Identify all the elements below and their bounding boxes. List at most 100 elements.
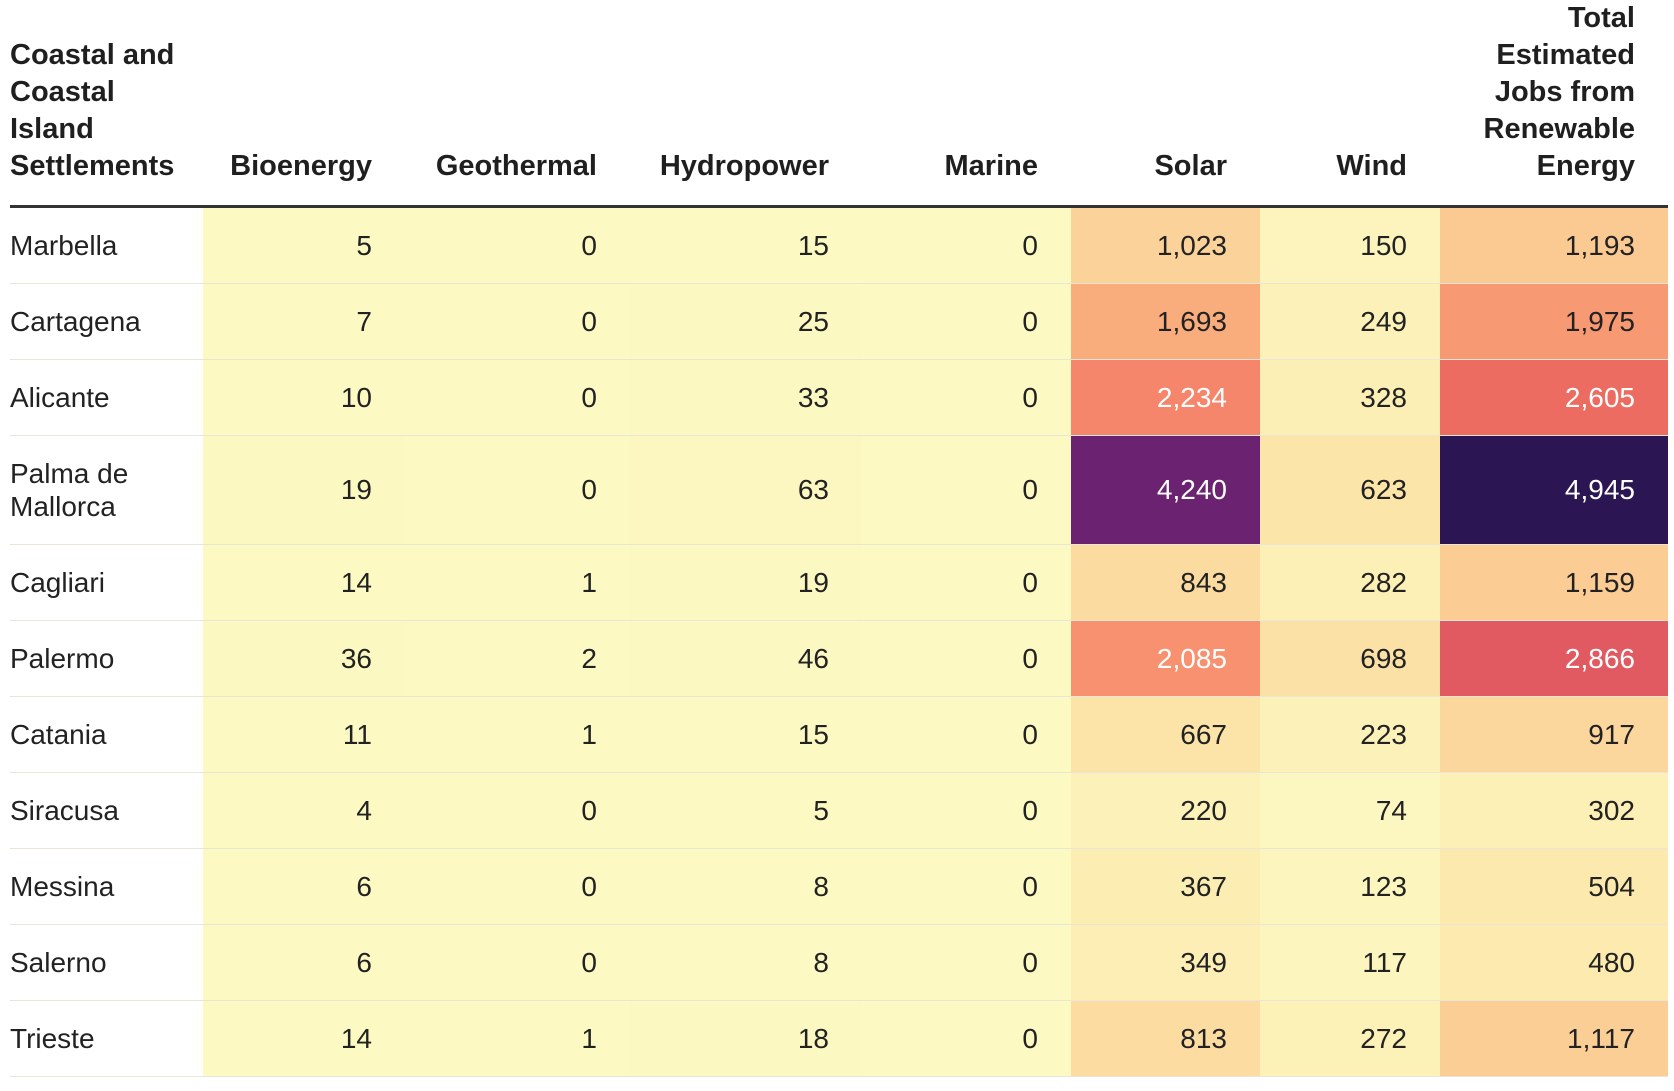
table-row: Marbella 5 0 15 0 1,023 150 1,193 (10, 206, 1668, 284)
heatmap-cell-geothermal: 2 (405, 620, 630, 697)
row-label: Cartagena (10, 283, 203, 360)
heatmap-cell-total: 2,605 (1440, 359, 1668, 436)
heatmap-cell-hydropower: 8 (630, 848, 862, 925)
heatmap-cell-total: 4,945 (1440, 435, 1668, 545)
heatmap-cell-wind: 123 (1260, 848, 1440, 925)
heatmap-cell-wind: 272 (1260, 1000, 1440, 1077)
heatmap-cell-total: 480 (1440, 924, 1668, 1001)
column-header-bioenergy: Bioenergy (203, 0, 405, 208)
heatmap-cell-solar: 220 (1071, 772, 1260, 849)
row-header-label: Coastal and Coastal Island Settlements (10, 0, 203, 208)
column-header-solar: Solar (1071, 0, 1260, 208)
heatmap-cell-bioenergy: 11 (203, 696, 405, 773)
heatmap-cell-wind: 117 (1260, 924, 1440, 1001)
heatmap-cell-marine: 0 (862, 283, 1071, 360)
heatmap-cell-solar: 2,085 (1071, 620, 1260, 697)
column-header-geothermal: Geothermal (405, 0, 630, 208)
row-label: Palermo (10, 620, 203, 697)
heatmap-cell-marine: 0 (862, 696, 1071, 773)
heatmap-cell-hydropower: 25 (630, 283, 862, 360)
heatmap-cell-marine: 0 (862, 1000, 1071, 1077)
heatmap-cell-total: 504 (1440, 848, 1668, 925)
heatmap-cell-hydropower: 33 (630, 359, 862, 436)
heatmap-body: Marbella 5 0 15 0 1,023 150 1,193 Cartagena 7 0 25 0… (10, 206, 1668, 1077)
heatmap-cell-geothermal: 0 (405, 772, 630, 849)
heatmap-cell-geothermal: 0 (405, 924, 630, 1001)
heatmap-cell-bioenergy: 6 (203, 924, 405, 1001)
heatmap-cell-hydropower: 18 (630, 1000, 862, 1077)
heatmap-cell-hydropower: 19 (630, 544, 862, 621)
row-label: Cagliari (10, 544, 203, 621)
row-label: Palma de Mallorca (10, 435, 203, 545)
row-label: Trieste (10, 1000, 203, 1077)
heatmap-cell-solar: 1,693 (1071, 283, 1260, 360)
heatmap-cell-solar: 2,234 (1071, 359, 1260, 436)
heatmap-cell-bioenergy: 5 (203, 206, 405, 284)
table-row: Catania 11 1 15 0 667 223 917 (10, 696, 1668, 773)
heatmap-cell-wind: 74 (1260, 772, 1440, 849)
heatmap-cell-hydropower: 15 (630, 206, 862, 284)
column-header-wind: Wind (1260, 0, 1440, 208)
heatmap-cell-bioenergy: 36 (203, 620, 405, 697)
heatmap-cell-geothermal: 0 (405, 435, 630, 545)
row-label: Marbella (10, 206, 203, 284)
table-row: Trieste 14 1 18 0 813 272 1,117 (10, 1000, 1668, 1077)
heatmap-cell-bioenergy: 10 (203, 359, 405, 436)
heatmap-cell-hydropower: 63 (630, 435, 862, 545)
heatmap-cell-bioenergy: 4 (203, 772, 405, 849)
heatmap-cell-wind: 249 (1260, 283, 1440, 360)
heatmap-cell-solar: 349 (1071, 924, 1260, 1001)
row-label: Salerno (10, 924, 203, 1001)
heatmap-cell-total: 1,159 (1440, 544, 1668, 621)
heatmap-cell-total: 1,193 (1440, 206, 1668, 284)
column-header-total: Total Estimated Jobs from Renewable Ener… (1440, 0, 1668, 208)
table-row: Palma de Mallorca 19 0 63 0 4,240 623 4,945 (10, 435, 1668, 545)
heatmap-cell-geothermal: 1 (405, 696, 630, 773)
table-row: Messina 6 0 8 0 367 123 504 (10, 848, 1668, 925)
heatmap-cell-wind: 282 (1260, 544, 1440, 621)
heatmap-cell-solar: 813 (1071, 1000, 1260, 1077)
heatmap-cell-geothermal: 1 (405, 544, 630, 621)
heatmap-cell-marine: 0 (862, 924, 1071, 1001)
heatmap-cell-total: 917 (1440, 696, 1668, 773)
heatmap-cell-bioenergy: 14 (203, 544, 405, 621)
heatmap-cell-geothermal: 0 (405, 283, 630, 360)
column-header-marine: Marine (862, 0, 1071, 208)
row-label: Messina (10, 848, 203, 925)
heatmap-cell-marine: 0 (862, 206, 1071, 284)
heatmap-cell-solar: 667 (1071, 696, 1260, 773)
table-row: Cagliari 14 1 19 0 843 282 1,159 (10, 544, 1668, 621)
table-row: Salerno 6 0 8 0 349 117 480 (10, 924, 1668, 1001)
table-row: Siracusa 4 0 5 0 220 74 302 (10, 772, 1668, 849)
heatmap-cell-marine: 0 (862, 435, 1071, 545)
heatmap-cell-bioenergy: 6 (203, 848, 405, 925)
heatmap-cell-solar: 4,240 (1071, 435, 1260, 545)
heatmap-cell-wind: 698 (1260, 620, 1440, 697)
heatmap-cell-solar: 843 (1071, 544, 1260, 621)
heatmap-cell-total: 2,866 (1440, 620, 1668, 697)
heatmap-cell-marine: 0 (862, 544, 1071, 621)
heatmap-cell-geothermal: 1 (405, 1000, 630, 1077)
heatmap-cell-marine: 0 (862, 848, 1071, 925)
row-label: Alicante (10, 359, 203, 436)
heatmap-cell-hydropower: 5 (630, 772, 862, 849)
heatmap-cell-marine: 0 (862, 772, 1071, 849)
heatmap-cell-solar: 1,023 (1071, 206, 1260, 284)
heatmap-cell-geothermal: 0 (405, 848, 630, 925)
heatmap-cell-geothermal: 0 (405, 206, 630, 284)
table-row: Alicante 10 0 33 0 2,234 328 2,605 (10, 359, 1668, 436)
heatmap-table: Coastal and Coastal Island Settlements B… (10, 0, 1668, 1077)
heatmap-cell-marine: 0 (862, 359, 1071, 436)
heatmap-cell-total: 1,117 (1440, 1000, 1668, 1077)
heatmap-cell-wind: 328 (1260, 359, 1440, 436)
heatmap-cell-hydropower: 15 (630, 696, 862, 773)
column-header-hydropower: Hydropower (630, 0, 862, 208)
heatmap-cell-bioenergy: 14 (203, 1000, 405, 1077)
heatmap-cell-hydropower: 8 (630, 924, 862, 1001)
heatmap-cell-wind: 223 (1260, 696, 1440, 773)
row-label: Siracusa (10, 772, 203, 849)
row-label: Catania (10, 696, 203, 773)
heatmap-cell-wind: 623 (1260, 435, 1440, 545)
heatmap-cell-total: 302 (1440, 772, 1668, 849)
heatmap-cell-wind: 150 (1260, 206, 1440, 284)
